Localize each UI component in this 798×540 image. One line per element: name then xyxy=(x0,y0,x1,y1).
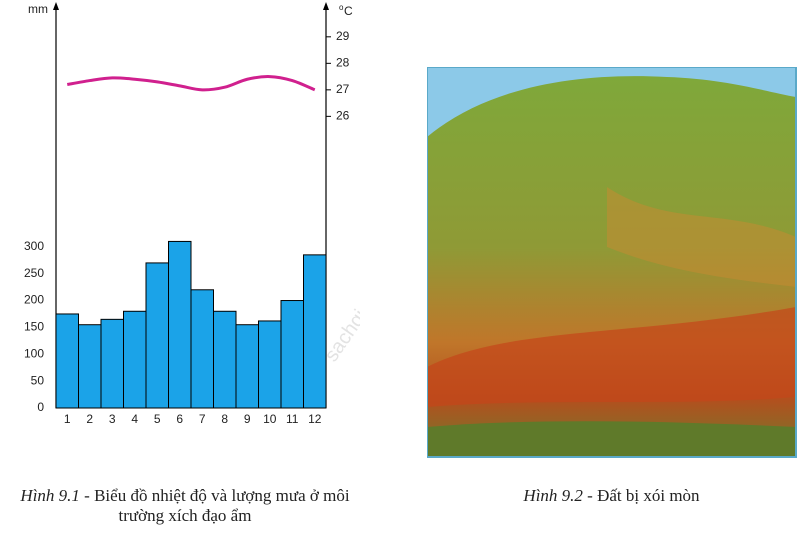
bar xyxy=(280,300,304,409)
x-tick-label: 1 xyxy=(64,412,71,426)
bar xyxy=(235,324,259,409)
caption: Hình 9.2 - Đất bị xói mòn xyxy=(427,486,796,506)
y2-tick-label: 29 xyxy=(336,29,350,43)
y-tick-label: 150 xyxy=(24,320,44,334)
bar xyxy=(258,320,282,409)
y2-tick-label: 27 xyxy=(336,82,350,96)
x-tick-label: 2 xyxy=(86,412,93,426)
bar xyxy=(213,310,237,409)
y2-tick-label: 26 xyxy=(336,109,350,123)
bar xyxy=(123,310,147,409)
photo xyxy=(427,67,797,458)
y-tick-label: 300 xyxy=(24,239,44,253)
x-tick-label: 11 xyxy=(286,412,299,426)
y-tick-label: 250 xyxy=(24,266,44,280)
y2-unit-degree: o xyxy=(339,3,344,12)
y2-tick-label: 28 xyxy=(336,56,350,70)
x-tick-label: 5 xyxy=(154,412,161,426)
caption-label: Hình 9.2 xyxy=(523,486,583,505)
caption-text: - Biểu đồ nhiệt độ và lượng mưa ở môi tr… xyxy=(79,486,350,525)
x-tick-label: 8 xyxy=(221,412,228,426)
y-tick-label: 100 xyxy=(24,346,44,360)
x-tick-label: 3 xyxy=(109,412,116,426)
y2-unit: C xyxy=(344,4,353,18)
x-tick-label: 7 xyxy=(199,412,206,426)
caption-text: - Đất bị xói mòn xyxy=(582,486,700,505)
y-axis-arrow xyxy=(53,2,59,10)
x-tick-label: 4 xyxy=(131,412,138,426)
y-unit: mm xyxy=(28,2,48,16)
y-tick-label: 0 xyxy=(37,400,44,414)
temperature-line xyxy=(66,75,316,92)
bar xyxy=(303,254,327,409)
bar xyxy=(190,289,214,409)
y2-axis-arrow xyxy=(323,2,329,10)
bar xyxy=(145,262,169,409)
bar xyxy=(78,324,102,409)
x-tick-label: 6 xyxy=(176,412,183,426)
y-tick-label: 50 xyxy=(31,373,45,387)
y-tick-label: 200 xyxy=(24,293,44,307)
x-tick-label: 9 xyxy=(244,412,251,426)
bar xyxy=(168,240,192,409)
caption-label: Hình 9.1 xyxy=(20,486,80,505)
bar xyxy=(100,318,124,409)
caption: Hình 9.1 - Biểu đồ nhiệt độ và lượng mưa… xyxy=(0,486,370,526)
bar xyxy=(55,313,79,409)
x-tick-label: 10 xyxy=(263,412,277,426)
x-tick-label: 12 xyxy=(308,412,322,426)
